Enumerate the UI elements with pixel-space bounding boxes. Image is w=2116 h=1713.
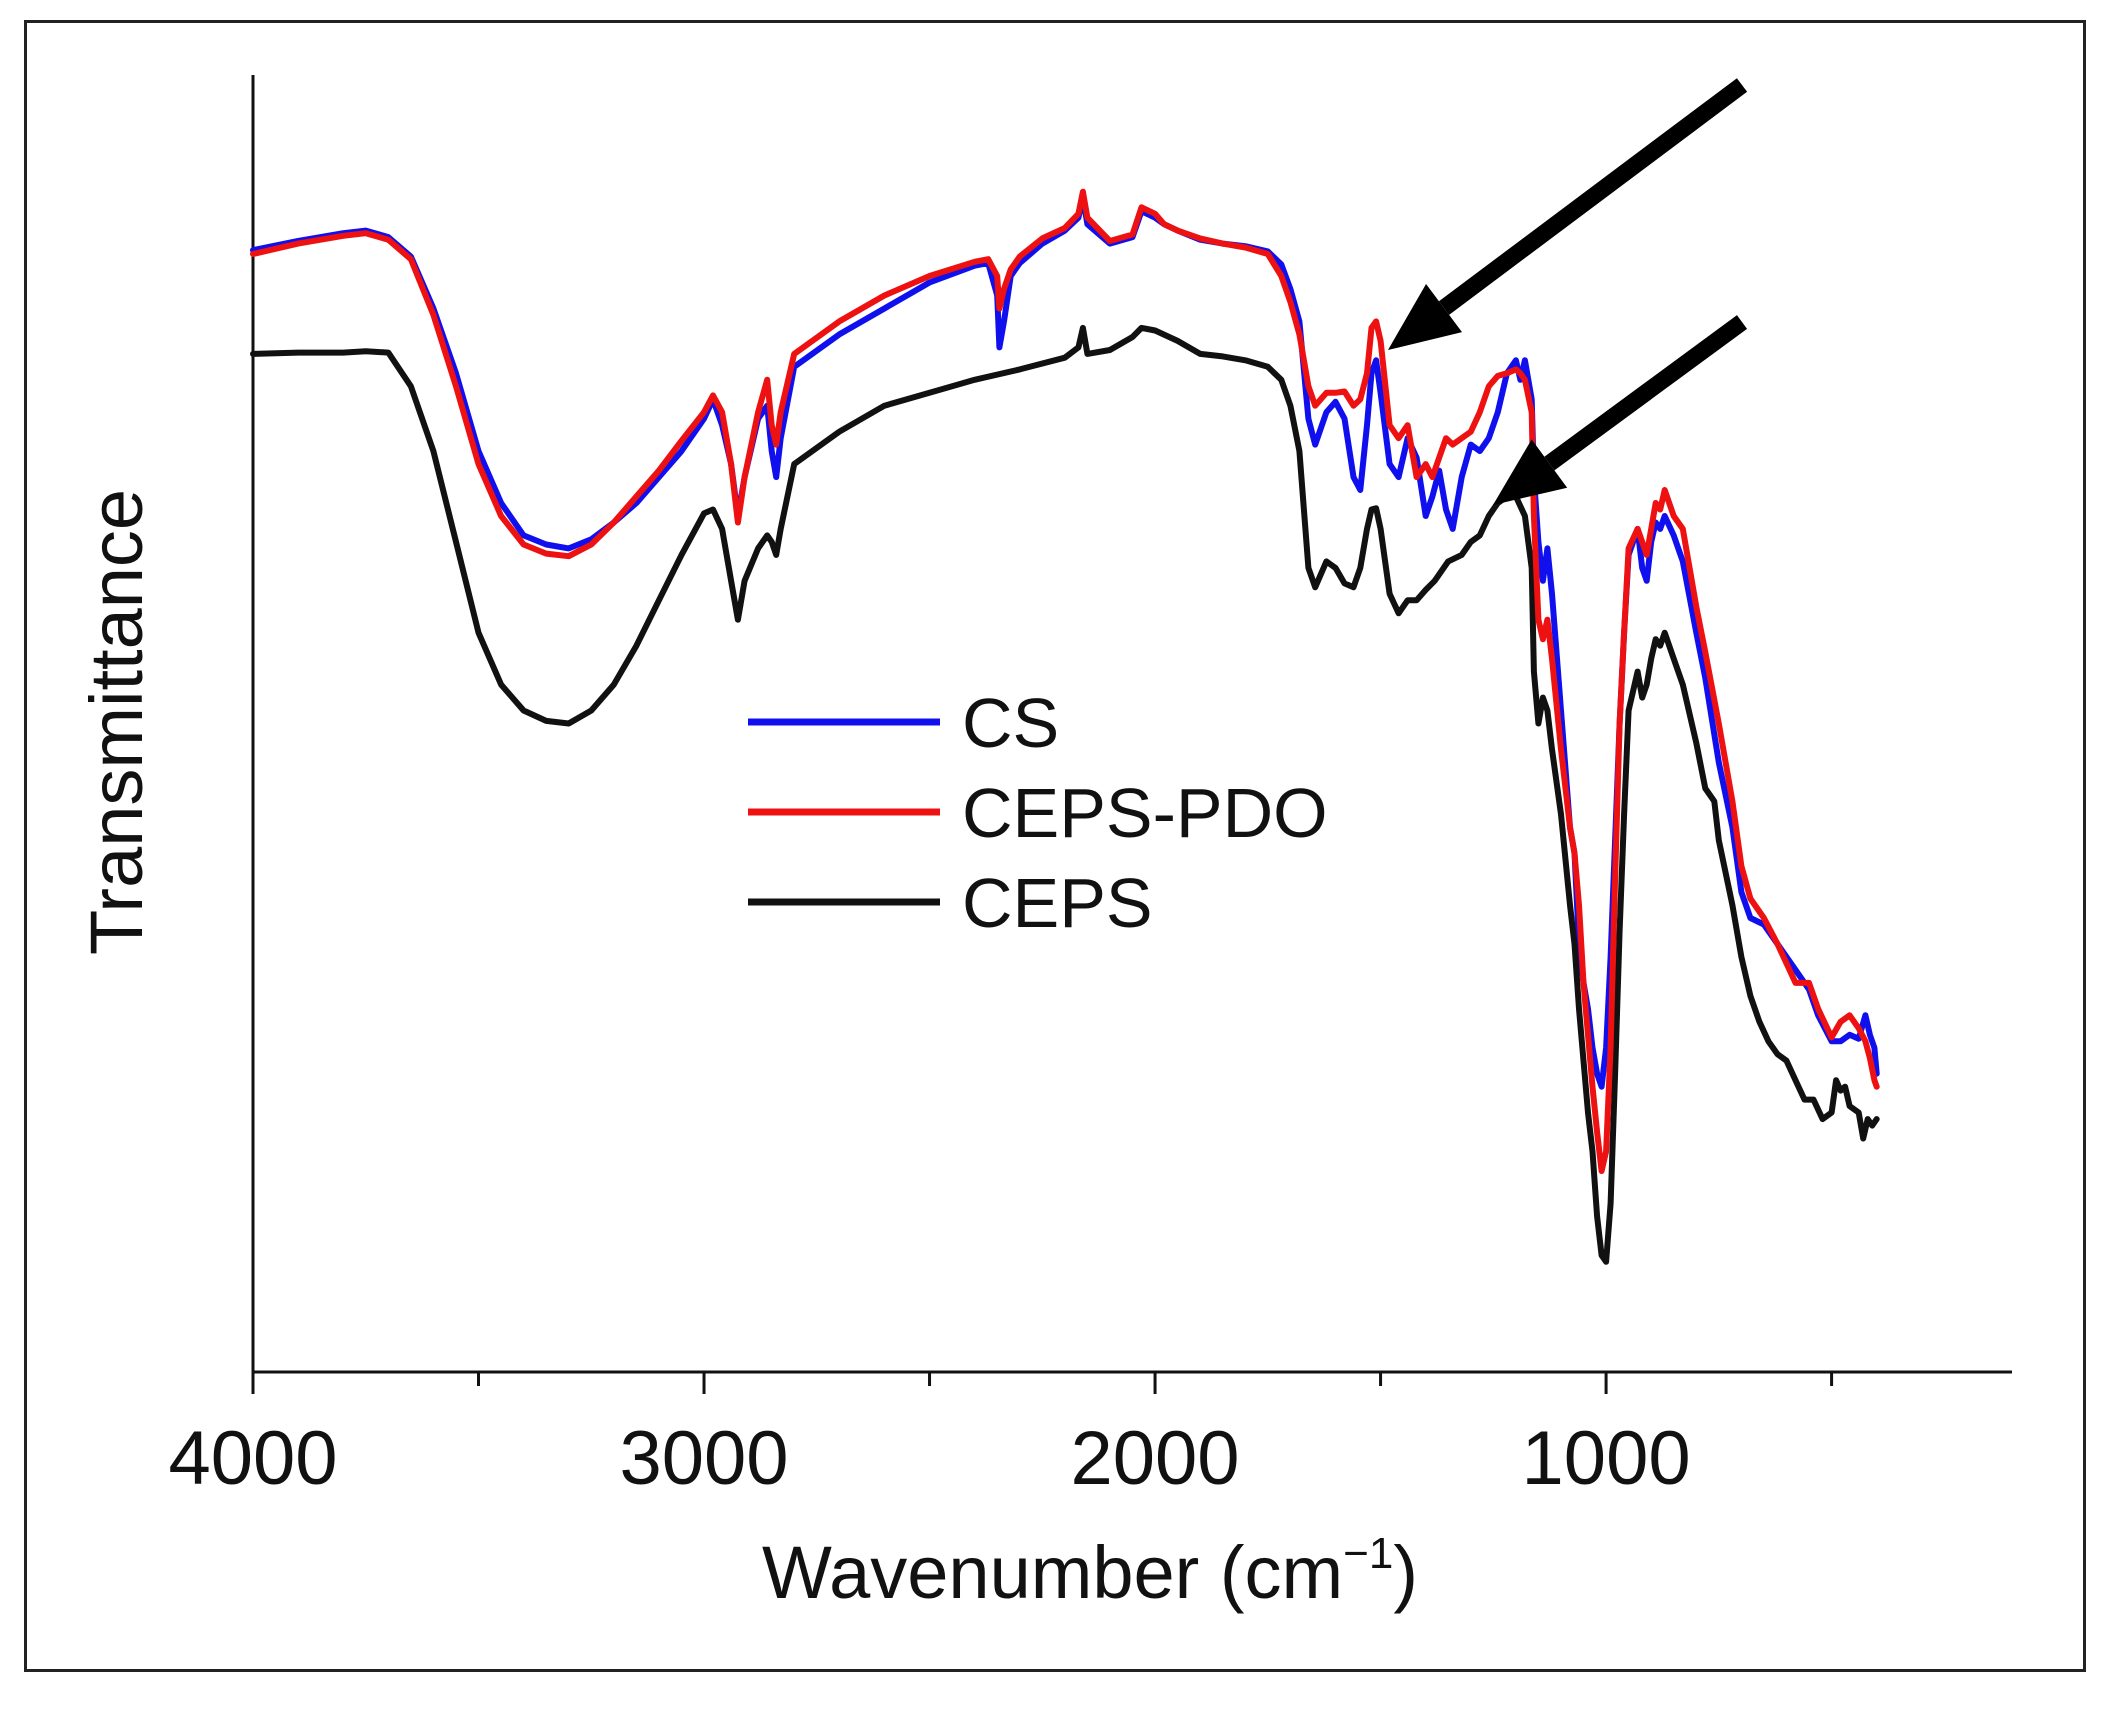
- series-layer: [250, 188, 1880, 1265]
- x-ticks: 4000 3000 2000 1000: [168, 1372, 1834, 1501]
- legend-label-ceps-pdo: CEPS-PDO: [962, 774, 1328, 852]
- x-tick-label-3000: 3000: [619, 1416, 788, 1501]
- legend-label-cs: CS: [962, 684, 1059, 762]
- x-axis-label-main: Wavenumber (cm: [762, 1531, 1343, 1614]
- annotation-arrow-2: [1493, 315, 1748, 505]
- x-tick-label-1000: 1000: [1522, 1416, 1691, 1501]
- x-axis-label-close: ): [1393, 1531, 1418, 1614]
- legend: CS CEPS-PDO CEPS: [748, 684, 1328, 942]
- x-tick-label-2000: 2000: [1071, 1416, 1240, 1501]
- y-axis-label: Transmittance: [75, 489, 158, 955]
- x-axis-label: Wavenumber (cm−1): [762, 1529, 1418, 1614]
- figure-frame: [24, 20, 2086, 1672]
- series-line-ceps-pdo: [250, 188, 1880, 1174]
- x-tick-label-4000: 4000: [168, 1416, 337, 1501]
- series-line-ceps: [250, 324, 1880, 1265]
- legend-label-ceps: CEPS: [962, 864, 1153, 942]
- annotation-arrows: [1388, 78, 1748, 505]
- series-line-cs: [250, 195, 1880, 1090]
- annotation-arrow-1: [1388, 78, 1748, 350]
- axes: [251, 75, 2012, 1374]
- x-axis-label-superscript: −1: [1343, 1529, 1393, 1578]
